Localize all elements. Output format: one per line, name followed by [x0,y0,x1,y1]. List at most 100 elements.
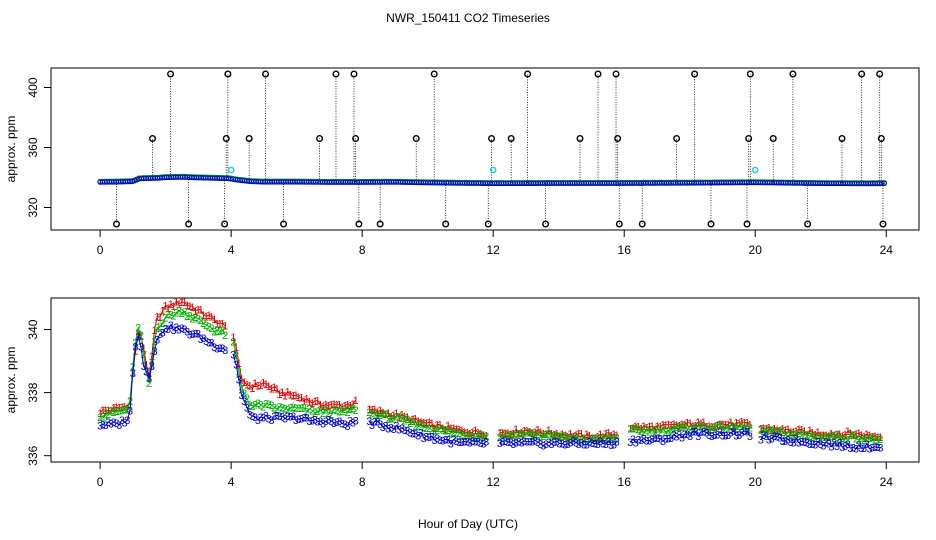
series-1-marker: 1 [769,425,775,437]
spike-point [167,70,175,78]
series-1-marker: 1 [665,420,671,432]
series-1-marker: 1 [782,425,788,437]
series-3-marker: 3 [665,433,671,445]
series-1-marker: 1 [176,299,182,311]
series-3-marker: 3 [306,416,312,428]
series-2-marker: 2 [176,305,182,317]
series-2-marker: 2 [559,431,565,443]
series-3-marker: 3 [108,419,114,431]
series-3-line [99,323,881,450]
series-2-marker: 2 [184,311,190,323]
y-tick-label: 400 [26,77,40,97]
series-1-marker: 1 [595,431,601,443]
series-2-marker: 2 [527,428,533,440]
series-1-marker: 1 [190,302,196,314]
series-2-marker: 2 [309,406,315,418]
series-1-marker: 1 [877,432,883,444]
series-3-marker: 3 [244,402,250,414]
series-1-marker: 1 [722,420,728,432]
series-1-marker: 1 [385,408,391,420]
cyan-point [489,166,497,174]
series-3-marker: 3 [475,436,481,448]
series-3-marker: 3 [524,437,530,449]
cyan-point [751,166,759,174]
series-1-marker: 1 [565,431,571,443]
spike-point [707,220,715,228]
series-2-marker: 2 [785,431,791,443]
series-1-marker: 1 [162,301,168,313]
series-3-marker: 3 [415,430,421,442]
series-2-marker: 2 [687,425,693,437]
series-2-marker: 2 [869,432,875,444]
series-1-marker: 1 [119,402,125,414]
series-3-marker: 3 [692,427,698,439]
series-3-marker: 3 [847,443,853,455]
series-1-marker: 1 [733,418,739,430]
series-1-marker: 1 [646,422,652,434]
series-3-marker: 3 [464,437,470,449]
series-2-marker: 2 [589,433,595,445]
series-3-marker: 3 [725,430,731,442]
series-1-marker: 1 [869,432,875,444]
series-2-marker: 2 [831,433,837,445]
series-2-marker: 2 [124,405,130,417]
series-1-marker: 1 [567,428,573,440]
x-tick-label: 20 [749,243,763,257]
spike-point [612,70,620,78]
series-3-marker: 3 [135,332,141,344]
series-1-marker: 1 [336,400,342,412]
series-1-marker: 1 [276,389,282,401]
series-1-marker: 1 [198,305,204,317]
series-1-marker: 1 [252,378,258,390]
series-1-marker: 1 [706,421,712,433]
series-3-marker: 3 [459,437,465,449]
series-3-marker: 3 [312,415,318,427]
series-1-marker: 1 [529,428,535,440]
series-1-marker: 1 [268,384,274,396]
x-tick-label: 20 [749,475,763,489]
series-3-marker: 3 [739,428,745,440]
series-2-marker: 2 [828,430,834,442]
series-3-marker: 3 [679,433,685,445]
series-1-marker: 1 [537,427,543,439]
series-1-marker: 1 [383,409,389,421]
series-1-marker: 1 [450,423,456,435]
spike-point [746,70,754,78]
series-2-marker: 2 [733,423,739,435]
series-2-marker: 2 [111,407,117,419]
series-1-marker: 1 [641,421,647,433]
series-2-marker: 2 [760,426,766,438]
series-3-marker: 3 [567,438,573,450]
series-2-marker: 2 [257,400,263,412]
series-2-marker: 2 [701,422,707,434]
series-2-marker: 2 [456,428,462,440]
series-2-marker: 2 [676,422,682,434]
series-3-marker: 3 [600,439,606,451]
series-2-marker: 2 [130,361,136,373]
series-2-marker: 2 [608,432,614,444]
series-2-marker: 2 [219,325,225,337]
series-3-marker: 3 [472,436,478,448]
series-2-marker: 2 [725,423,731,435]
series-2-marker: 2 [845,434,851,446]
series-2-marker: 2 [320,408,326,420]
series-2-marker: 2 [763,426,769,438]
series-1-marker: 1 [459,425,465,437]
series-3-marker: 3 [497,438,503,450]
series-3-marker: 3 [219,343,225,355]
series-3-marker: 3 [818,439,824,451]
spike-point [224,70,232,78]
series-2-marker: 2 [203,320,209,332]
series-2-marker: 2 [638,426,644,438]
series-3-marker: 3 [453,436,459,448]
series-2-marker: 2 [597,433,603,445]
series-1-marker: 1 [741,418,747,430]
series-3-marker: 3 [350,417,356,429]
series-3-marker: 3 [130,368,136,380]
series-1-marker: 1 [801,426,807,438]
series-3-marker: 3 [853,444,859,456]
series-1-marker: 1 [663,420,669,432]
series-1-marker: 1 [285,387,291,399]
series-3-marker: 3 [633,437,639,449]
series-2-marker: 2 [353,405,359,417]
